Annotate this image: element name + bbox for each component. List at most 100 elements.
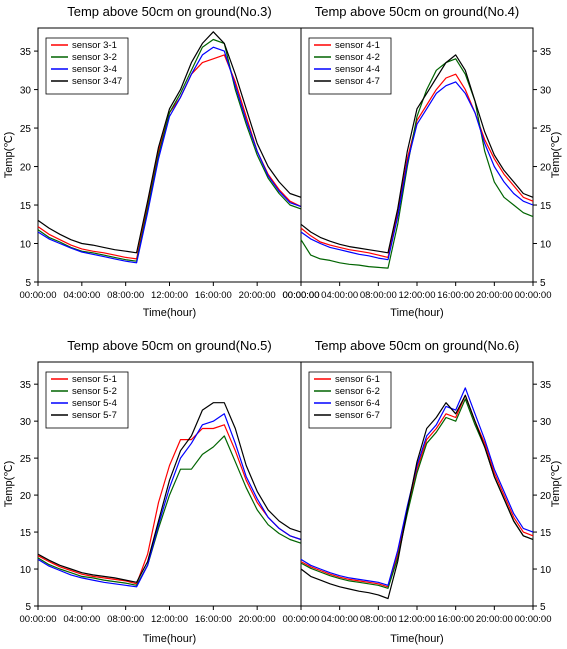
x-tick-label: 16:00:00 bbox=[195, 614, 232, 625]
x-tick-label: 08:00:00 bbox=[107, 614, 144, 625]
x-tick-label: 00:00:00 bbox=[20, 290, 57, 301]
legend-label: sensor 3-1 bbox=[72, 40, 117, 51]
series-line-sensor-6-4 bbox=[300, 387, 534, 586]
y-axis-label: Temp(℃) bbox=[3, 461, 15, 508]
y-tick-label: 30 bbox=[20, 417, 32, 428]
chart-title: Temp above 50cm on ground(No.5) bbox=[67, 338, 272, 353]
y-tick-label: 25 bbox=[20, 454, 32, 465]
x-tick-label: 16:00:00 bbox=[195, 290, 232, 301]
y-tick-label: 20 bbox=[20, 491, 32, 502]
y-axis-label: Temp(℃) bbox=[3, 132, 15, 179]
y-axis-label: Temp(℃) bbox=[550, 461, 562, 508]
x-tick-label: 00:00:00 bbox=[515, 614, 552, 625]
y-tick-label: 35 bbox=[20, 47, 32, 58]
series-line-sensor-5-4 bbox=[37, 413, 302, 588]
legend-label: sensor 4-2 bbox=[335, 52, 380, 63]
y-tick-label: 15 bbox=[20, 528, 32, 539]
y-tick-label: 25 bbox=[540, 454, 552, 465]
y-tick-label: 15 bbox=[20, 201, 32, 212]
legend-label: sensor 5-1 bbox=[72, 374, 117, 385]
x-tick-label: 00:00:00 bbox=[20, 614, 57, 625]
x-tick-label: 20:00:00 bbox=[239, 614, 276, 625]
legend-box bbox=[308, 371, 392, 429]
x-tick-label: 16:00:00 bbox=[437, 290, 474, 301]
y-tick-label: 20 bbox=[20, 163, 32, 174]
legend-box bbox=[45, 371, 129, 429]
x-tick-label: 20:00:00 bbox=[476, 290, 513, 301]
x-tick-label: 12:00:00 bbox=[399, 290, 436, 301]
y-tick-label: 30 bbox=[20, 86, 32, 97]
legend-label: sensor 6-4 bbox=[335, 398, 380, 409]
legend-label: sensor 6-7 bbox=[335, 410, 380, 421]
legend-label: sensor 4-1 bbox=[335, 40, 380, 51]
x-tick-label: 00:00:00 bbox=[283, 614, 320, 625]
x-axis-label: Time(hour) bbox=[143, 633, 196, 645]
x-tick-label: 04:00:00 bbox=[321, 614, 358, 625]
x-tick-label: 04:00:00 bbox=[63, 290, 100, 301]
chart-panel-4: Temp above 50cm on ground(No.6) 5 10 15 20 25… bbox=[283, 338, 562, 645]
series-line-sensor-4-2 bbox=[300, 58, 534, 269]
x-tick-label: 08:00:00 bbox=[360, 290, 397, 301]
y-tick-label: 10 bbox=[540, 565, 552, 576]
chart-title: Temp above 50cm on ground(No.3) bbox=[67, 4, 272, 19]
chart-panel-3: Temp above 50cm on ground(No.5) 5 10 15 20 25… bbox=[3, 338, 302, 645]
y-tick-label: 5 bbox=[540, 602, 546, 613]
legend-label: sensor 6-2 bbox=[335, 386, 380, 397]
x-axis-label: Time(hour) bbox=[390, 307, 443, 319]
y-tick-label: 35 bbox=[540, 380, 552, 391]
x-tick-label: 12:00:00 bbox=[151, 614, 188, 625]
legend-label: sensor 4-7 bbox=[335, 76, 380, 87]
x-tick-label: 00:00:00 bbox=[283, 290, 320, 301]
y-tick-label: 15 bbox=[540, 528, 552, 539]
legend-label: sensor 5-4 bbox=[72, 398, 117, 409]
series-line-sensor-5-1 bbox=[37, 424, 302, 585]
y-tick-label: 5 bbox=[25, 602, 31, 613]
y-tick-label: 30 bbox=[540, 86, 552, 97]
series-line-sensor-3-47 bbox=[37, 31, 302, 254]
x-tick-label: 12:00:00 bbox=[399, 614, 436, 625]
x-tick-label: 08:00:00 bbox=[360, 614, 397, 625]
legend-label: sensor 5-7 bbox=[72, 410, 117, 421]
legend-label: sensor 3-4 bbox=[72, 64, 117, 75]
series-line-sensor-4-1 bbox=[300, 73, 534, 258]
series-line-sensor-3-4 bbox=[37, 46, 302, 264]
series-line-sensor-6-1 bbox=[300, 394, 534, 588]
series-line-sensor-3-2 bbox=[37, 38, 302, 262]
series-line-sensor-4-7 bbox=[300, 54, 534, 254]
legend-box bbox=[308, 37, 392, 95]
x-tick-label: 12:00:00 bbox=[151, 290, 188, 301]
x-axis-label: Time(hour) bbox=[143, 307, 196, 319]
chart-panel-1: Temp above 50cm on ground(No.3) 5 10 15 20 25… bbox=[3, 4, 319, 319]
y-tick-label: 25 bbox=[540, 124, 552, 135]
legend-label: sensor 4-4 bbox=[335, 64, 380, 75]
x-tick-label: 20:00:00 bbox=[239, 290, 276, 301]
series-line-sensor-5-2 bbox=[37, 435, 302, 586]
legend-box bbox=[45, 37, 129, 95]
y-tick-label: 25 bbox=[20, 124, 32, 135]
x-tick-label: 04:00:00 bbox=[63, 614, 100, 625]
series-line-sensor-4-4 bbox=[300, 81, 534, 261]
legend-label: sensor 3-47 bbox=[72, 76, 122, 87]
legend-label: sensor 5-2 bbox=[72, 386, 117, 397]
y-tick-label: 20 bbox=[540, 163, 552, 174]
x-tick-label: 00:00:00 bbox=[283, 290, 320, 301]
x-tick-label: 16:00:00 bbox=[437, 614, 474, 625]
y-tick-label: 10 bbox=[540, 240, 552, 251]
y-tick-label: 10 bbox=[20, 565, 32, 576]
x-axis-label: Time(hour) bbox=[390, 633, 443, 645]
y-tick-label: 10 bbox=[20, 240, 32, 251]
y-tick-label: 30 bbox=[540, 417, 552, 428]
x-tick-label: 04:00:00 bbox=[321, 290, 358, 301]
chart-panel-2: Temp above 50cm on ground(No.4) 5 10 15 20 25… bbox=[283, 4, 562, 319]
y-tick-label: 15 bbox=[540, 201, 552, 212]
y-tick-label: 35 bbox=[20, 380, 32, 391]
x-tick-label: 00:00:00 bbox=[515, 290, 552, 301]
y-tick-label: 20 bbox=[540, 491, 552, 502]
x-tick-label: 20:00:00 bbox=[476, 614, 513, 625]
legend-label: sensor 3-2 bbox=[72, 52, 117, 63]
legend-label: sensor 6-1 bbox=[335, 374, 380, 385]
series-line-sensor-6-7 bbox=[300, 394, 534, 600]
y-tick-label: 5 bbox=[540, 278, 546, 289]
chart-title: Temp above 50cm on ground(No.6) bbox=[315, 338, 520, 353]
